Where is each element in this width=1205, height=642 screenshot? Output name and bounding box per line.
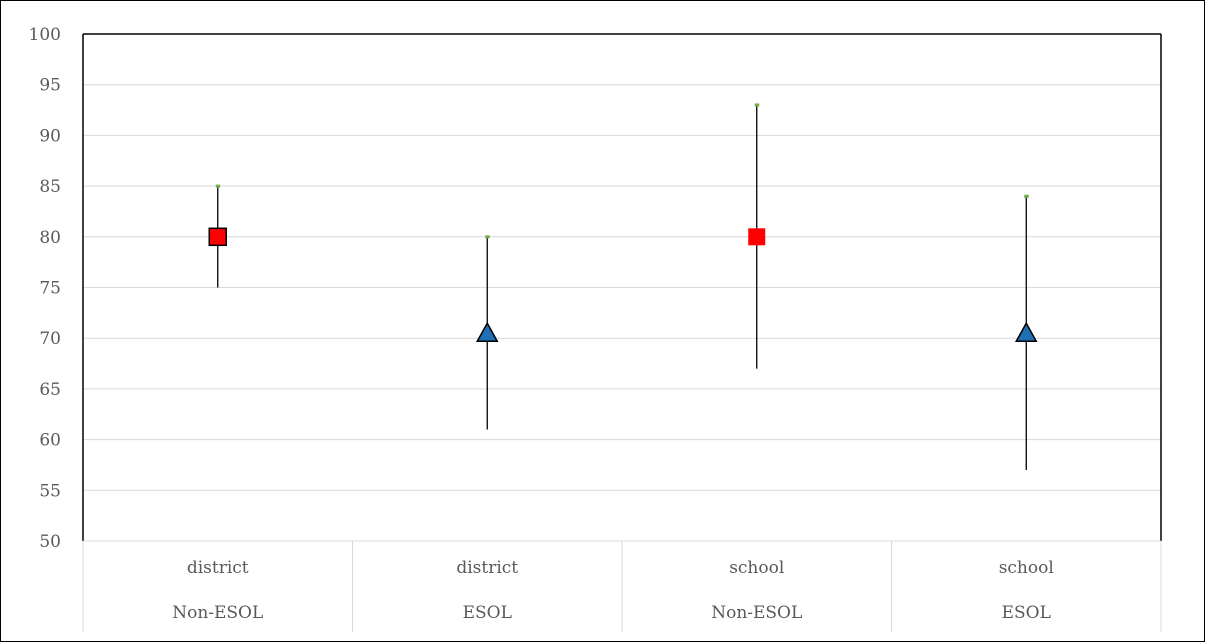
y-tick-label: 65: [39, 380, 61, 400]
data-point-square: [748, 228, 766, 246]
data-point-triangle: [475, 321, 499, 342]
x-category-label: district: [456, 558, 518, 578]
y-tick-label: 100: [29, 25, 61, 45]
y-tick-label: 90: [39, 126, 61, 146]
data-point-triangle: [1014, 321, 1038, 342]
x-category-label: school: [729, 558, 784, 578]
y-tick-label: 80: [39, 228, 61, 248]
y-tick-label: 75: [39, 279, 61, 299]
y-tick-label: 70: [39, 329, 61, 349]
x-category-label: district: [187, 558, 249, 578]
y-tick-label: 50: [39, 532, 61, 552]
data-point-square: [208, 227, 227, 247]
x-subcategory-label: ESOL: [463, 603, 512, 623]
x-subcategory-label: ESOL: [1002, 603, 1051, 623]
y-tick-label: 60: [39, 431, 61, 451]
x-subcategory-label: Non-ESOL: [711, 603, 802, 623]
x-subcategory-label: Non-ESOL: [172, 603, 263, 623]
y-tick-label: 55: [39, 481, 61, 501]
y-tick-label: 85: [39, 177, 61, 197]
y-tick-label: 95: [39, 76, 61, 96]
x-category-label: school: [999, 558, 1054, 578]
